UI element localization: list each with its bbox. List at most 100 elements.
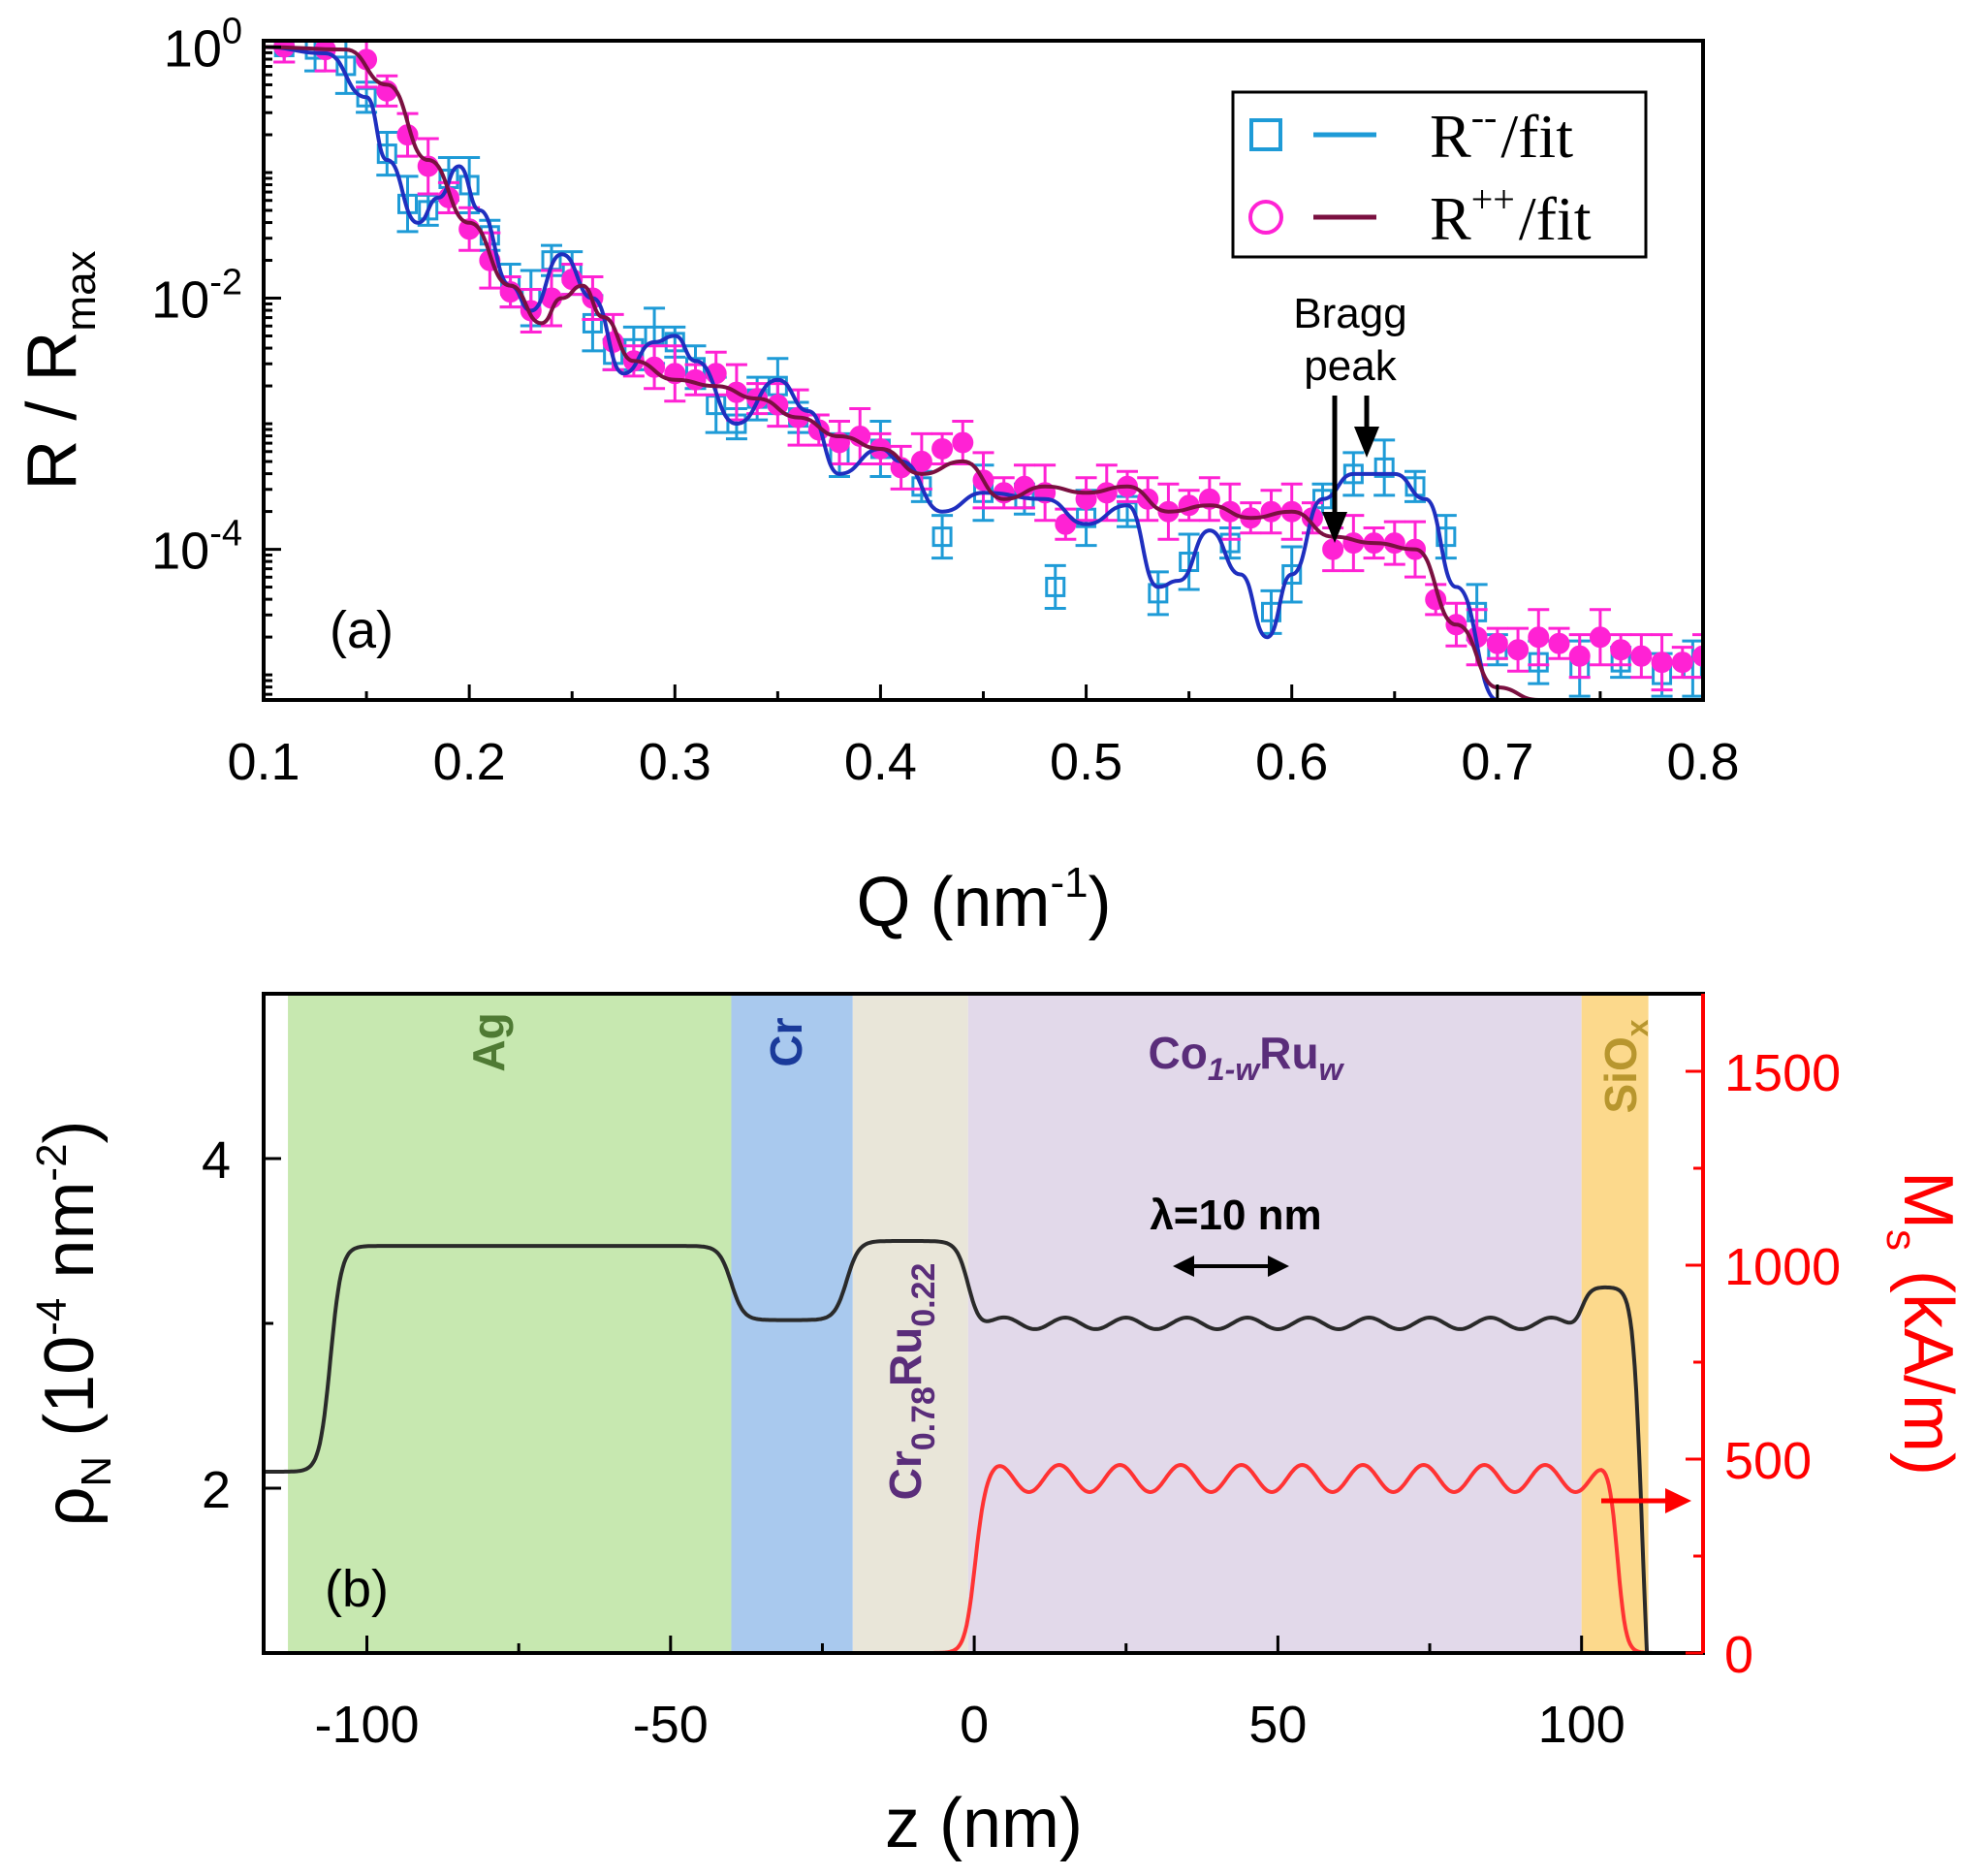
- siox-main: SiO: [1595, 1036, 1646, 1113]
- data-point-circle: [1651, 652, 1673, 674]
- legend-entry-rpp: R++/fit: [1430, 177, 1592, 253]
- layer-band: [967, 994, 1582, 1653]
- x-tick-label: 0.6: [1255, 733, 1328, 791]
- ms-unit: (kA/m): [1889, 1251, 1967, 1476]
- panel-a-label: (a): [330, 601, 394, 659]
- legend-rpp-suffix: /fit: [1519, 184, 1592, 253]
- rho-close: ): [31, 1120, 109, 1143]
- legend-rmm-sup: --: [1471, 95, 1498, 139]
- layer-label-cr: Cr: [761, 1017, 811, 1066]
- x-tick-label: 50: [1248, 1696, 1307, 1754]
- rho-unit: nm: [31, 1182, 109, 1298]
- panel-a-x-axis-title: Q (nm-1): [856, 859, 1111, 941]
- crru-sub1: 0.78: [905, 1386, 942, 1450]
- panel-a-y-axis-title: R / Rmax: [14, 250, 105, 490]
- x-tick-label: 0.8: [1666, 733, 1739, 791]
- data-point-circle: [931, 437, 954, 460]
- data-point-circle: [1610, 639, 1632, 661]
- coru-main: Co: [1149, 1028, 1208, 1078]
- fit-line-rpp: [264, 45, 1539, 700]
- panel-a-legend: R--/fit R++/fit: [1231, 90, 1648, 259]
- ms-main: M: [1889, 1171, 1967, 1229]
- wavelength-annotation: λ=10 nm: [1150, 1192, 1321, 1239]
- rho-profile-line: [264, 1239, 1650, 1653]
- y-tick-label: 4: [202, 1131, 231, 1190]
- crru-main: Cr: [880, 1450, 931, 1500]
- x-tick-label: 0.7: [1461, 733, 1533, 791]
- layer-label-coru: Co1-wRuw: [1149, 1028, 1345, 1087]
- crru-mid: Ru: [880, 1327, 931, 1386]
- y-tick-base: 10: [151, 523, 209, 581]
- bragg-annotation-line1: Bragg: [1293, 290, 1406, 337]
- y-tick-label: 10-4: [151, 514, 242, 581]
- rho-sub: N: [73, 1456, 120, 1487]
- panel-b-y-ticks-right: 0 500 1000 1500: [1686, 1044, 1841, 1684]
- data-point-square: [418, 200, 439, 221]
- y-tick-label-right: 0: [1724, 1626, 1753, 1684]
- siox-sub: x: [1620, 1019, 1655, 1036]
- layer-band: [288, 994, 732, 1653]
- data-point-circle: [1548, 632, 1570, 654]
- legend-rmm-suffix: /fit: [1500, 102, 1573, 171]
- panel-a-x-title-sup: -1: [1050, 859, 1088, 906]
- legend-box: [1231, 90, 1648, 259]
- rho-sup2: -2: [28, 1143, 76, 1181]
- legend-entry-rmm: R--/fit: [1430, 95, 1573, 171]
- layer-label-crru: Cr0.78Ru0.22: [880, 1263, 942, 1501]
- panel-a-y-title-sub: max: [57, 250, 105, 331]
- layer-label-ag: Ag: [463, 1012, 514, 1071]
- rho-symbol: ρ: [31, 1487, 109, 1527]
- x-tick-label: 0: [960, 1696, 989, 1754]
- legend-rpp-label: R: [1430, 184, 1471, 253]
- layer-band: [852, 994, 968, 1653]
- data-point-square: [1436, 526, 1457, 548]
- data-point-square: [1312, 489, 1334, 510]
- panel-a-y-title-main: R / R: [14, 332, 91, 491]
- panel-b-y-ticks-left: 24: [202, 992, 281, 1655]
- x-tick-label: -100: [314, 1696, 419, 1754]
- rho-rest: (10: [31, 1336, 109, 1456]
- data-point-square: [1045, 576, 1066, 597]
- data-point-circle: [1322, 538, 1344, 560]
- panel-a-x-ticks: 0.1 0.2 0.3 0.4 0.5 0.6 0.7 0.8: [227, 684, 1740, 791]
- y-tick-label: 10-2: [151, 263, 242, 330]
- rho-sup1: -4: [28, 1298, 76, 1336]
- x-tick-label: 100: [1538, 1696, 1625, 1754]
- y-tick-label-right: 1500: [1724, 1044, 1841, 1102]
- panel-b-y-left-title: ρN (10-4 nm-2): [28, 1120, 120, 1526]
- panel-a-x-title-main: Q (nm: [856, 864, 1050, 941]
- data-point-circle: [1568, 645, 1591, 667]
- y-tick-exp: 0: [222, 11, 242, 51]
- ms-profile-line: [883, 1462, 1655, 1653]
- legend-marker-square: [1249, 118, 1282, 151]
- data-point-square: [1148, 583, 1169, 604]
- y-tick-label: 100: [164, 11, 242, 78]
- data-point-circle: [1630, 645, 1653, 667]
- y-tick-base: 10: [164, 19, 222, 78]
- panel-a-x-title-close: ): [1089, 864, 1112, 941]
- bragg-annotation-line2: peak: [1304, 342, 1397, 390]
- panel-b-y-right-title: Ms (kA/m): [1878, 1171, 1967, 1476]
- panel-a-data: [264, 41, 1703, 700]
- x-tick-label: 0.5: [1050, 733, 1122, 791]
- panel-b-layers: [288, 994, 1649, 1653]
- data-point-circle: [1486, 632, 1508, 654]
- layer-band: [731, 994, 853, 1653]
- data-point-square: [931, 526, 953, 548]
- red-axis-arrow: [1601, 1488, 1691, 1513]
- legend-rmm-label: R: [1430, 102, 1471, 171]
- coru-sub1: 1-w: [1208, 1052, 1261, 1087]
- y-tick-exp: -2: [209, 263, 242, 303]
- y-tick-label-right: 500: [1724, 1432, 1812, 1490]
- fit-line-rmm: [264, 45, 1499, 700]
- y-tick-base: 10: [151, 271, 209, 330]
- data-point-circle: [910, 450, 932, 472]
- x-tick-label: 0.2: [433, 733, 506, 791]
- data-point-circle: [1671, 652, 1693, 674]
- panel-b-curves: [264, 1239, 1655, 1653]
- data-point-square: [1281, 563, 1303, 585]
